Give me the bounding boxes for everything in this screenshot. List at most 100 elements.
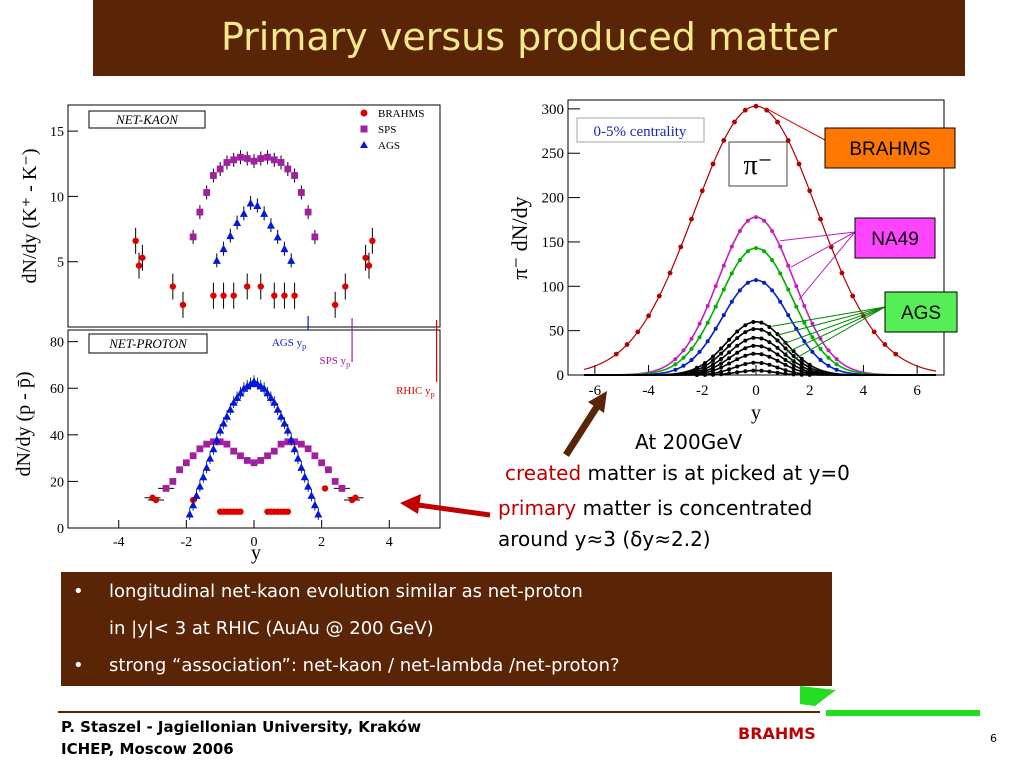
proton-point-sps <box>270 447 278 455</box>
proton-point-ags <box>185 510 194 518</box>
ags-exp-label: AGS <box>901 303 941 324</box>
kaon-point-sps <box>230 156 238 164</box>
proton-x-axis-label: y <box>251 542 261 564</box>
ags-connector <box>782 306 886 345</box>
pion-point-brahms <box>689 216 694 222</box>
kaon-point-sps <box>297 189 305 196</box>
pion-point-na49 <box>778 271 783 276</box>
pion-point-ags <box>735 343 740 348</box>
arrow-to-peak <box>563 403 601 457</box>
kaon-point-ags <box>226 231 235 240</box>
kaon-legend: BRAHMS SPS AGS <box>360 108 424 152</box>
pion-point-na49 <box>713 304 718 309</box>
pion-point-na49 <box>705 320 710 325</box>
pion-point-ags <box>783 371 788 376</box>
pion-point-ags <box>703 364 707 368</box>
primary-word: primary <box>498 496 577 520</box>
pion-point-brahms <box>667 270 673 276</box>
kaon-point-brahms <box>135 262 143 269</box>
kaon-point-ags <box>280 244 289 253</box>
pion-particle-box <box>728 141 788 187</box>
kaon-point-brahms <box>139 254 146 261</box>
proton-xtick-label: 0 <box>251 535 258 550</box>
pion-point-ags <box>775 338 780 343</box>
pion-point-ags <box>735 329 740 334</box>
pion-point-ags <box>751 335 756 340</box>
pion-xtick-label: -4 <box>642 383 655 399</box>
kaon-point-brahms <box>230 292 237 299</box>
pion-point-ags <box>719 351 724 356</box>
pion-point-ags <box>719 372 724 377</box>
proton-point-brahms <box>284 508 292 515</box>
pion-point-na49 <box>689 336 694 341</box>
proton-point-ags <box>280 419 289 427</box>
bullet-marker-1: • <box>73 581 84 602</box>
pion-xtick-label: 0 <box>752 383 760 399</box>
pion-point-na49 <box>770 288 775 293</box>
summary-box: • longitudinal net-kaon evolution simila… <box>61 572 832 686</box>
kaon-panel-label: NET-KAON <box>115 112 179 127</box>
proton-point-ags <box>219 419 228 427</box>
pion-point-na49 <box>762 249 767 254</box>
pion-point-ags <box>711 354 715 359</box>
pion-point-na49 <box>745 218 750 223</box>
proton-point-brahms <box>237 508 244 515</box>
footer-affiliation: P. Staszel - Jagiellonian University, Kr… <box>61 718 422 736</box>
kaon-plot-frame <box>67 104 441 328</box>
kaon-point-sps <box>270 156 278 164</box>
pion-point-ags <box>759 361 764 365</box>
brahms-connector <box>766 108 826 141</box>
pion-point-ags <box>743 353 748 358</box>
kaon-point-sps <box>216 165 224 173</box>
pion-xtick-label: -2 <box>696 383 709 399</box>
pion-point-ags <box>791 372 796 377</box>
proton-point-sps <box>216 438 224 446</box>
proton-xtick-label: -2 <box>181 535 193 550</box>
pion-point-na49 <box>810 321 815 326</box>
proton-panel-label: NET-PROTON <box>108 336 188 351</box>
pion-point-na49 <box>721 287 726 292</box>
pion-point-ags <box>719 361 724 366</box>
pion-point-brahms <box>871 329 877 335</box>
pion-point-ags <box>775 352 780 357</box>
pion-point-brahms <box>850 293 856 299</box>
pion-point-ags <box>735 357 740 362</box>
proton-point-ags <box>310 500 319 509</box>
pion-point-ags <box>751 320 756 324</box>
kaon-point-brahms <box>271 292 278 299</box>
proton-point-sps <box>196 445 204 453</box>
pion-point-na49 <box>754 278 758 283</box>
pion-point-brahms <box>613 351 619 357</box>
kaon-point-brahms <box>281 292 288 299</box>
proton-point-sps <box>223 440 231 448</box>
proton-point-sps <box>311 452 319 460</box>
pion-point-na49 <box>770 229 775 233</box>
kaon-point-ags <box>246 198 255 207</box>
pion-point-ags <box>743 323 748 328</box>
ags-connector <box>772 306 886 327</box>
pion-point-brahms <box>775 119 780 125</box>
pion-point-na49 <box>713 284 718 289</box>
pion-point-ags <box>759 320 764 325</box>
proton-point-brahms <box>152 496 160 504</box>
proton-point-ags <box>263 388 272 397</box>
pion-point-na49 <box>697 335 702 340</box>
pion-point-na49 <box>826 348 831 353</box>
pion-point-ags <box>759 336 764 341</box>
kaon-point-sps <box>223 159 231 166</box>
proton-point-ags <box>239 384 248 392</box>
pion-point-na49 <box>745 280 750 285</box>
pion-point-na49 <box>729 271 734 276</box>
kaon-point-sps <box>284 165 292 173</box>
pion-point-na49 <box>762 218 767 223</box>
kaon-point-brahms <box>369 237 376 245</box>
kaon-point-brahms <box>257 283 264 290</box>
pion-ytick-label: 200 <box>542 191 565 207</box>
kaon-point-ags <box>239 209 248 217</box>
pion-point-brahms <box>893 351 899 357</box>
ags-connector <box>785 306 886 354</box>
pion-point-na49 <box>729 299 734 304</box>
kaon-point-sps <box>291 172 298 179</box>
kaon-point-brahms <box>169 283 177 290</box>
